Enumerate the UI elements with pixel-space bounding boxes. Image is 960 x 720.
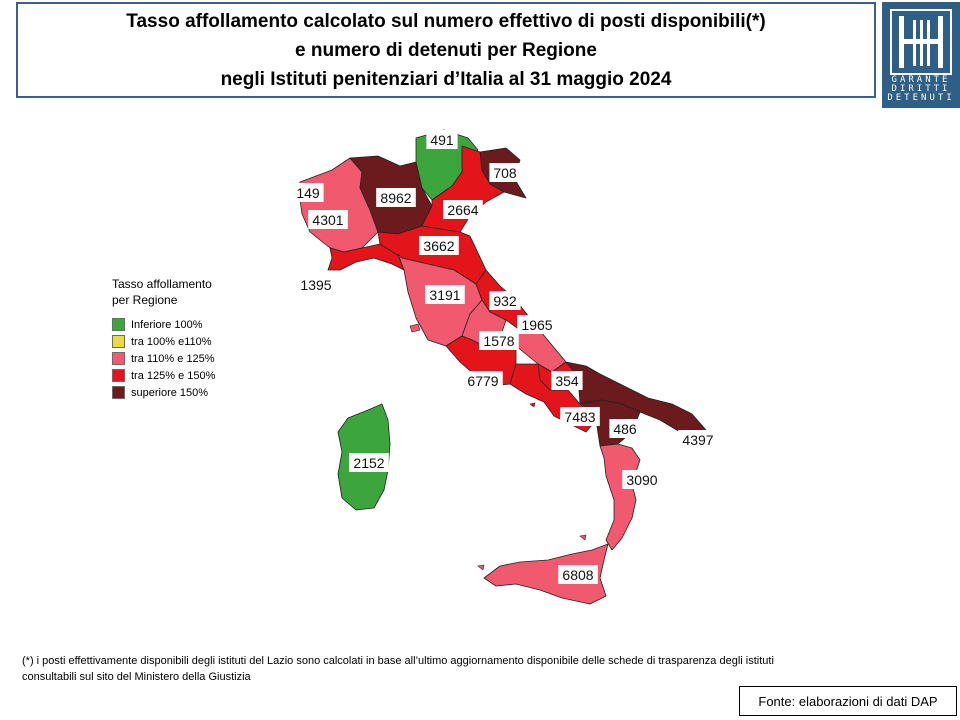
island-elba [409,323,421,333]
region-value-label-bg [489,291,521,310]
region-value-label: 6779 [467,373,498,389]
region-value-label-bg [376,188,416,207]
title-box: Tasso affollamento calcolato sul numero … [16,2,876,98]
region-value-label-bg [609,419,641,438]
footnote-line-2: consultabili sul sito del Ministero dell… [22,671,251,683]
region-value-label: 3191 [429,287,460,303]
region-value-label-bg [558,565,598,584]
region-value-label: 2152 [353,455,384,471]
region-value-label-bg [349,453,389,472]
region-value-label-bg [292,183,324,202]
region-value-label: 6808 [562,567,593,583]
title-line-1: Tasso affollamento calcolato sul numero … [126,10,766,32]
island-capri [529,402,536,408]
region-value-label-bg [296,275,336,294]
island-eolie [579,534,587,541]
region-calabria [599,443,641,551]
legend-title-line-2: per Regione [112,293,178,307]
region-value-label-bg [425,285,465,304]
logo-word-2: DIRITTI [891,84,951,94]
region-value-label-bg [622,470,662,489]
garante-logo: GARANTE DIRITTI DETENUTI [882,2,960,108]
region-value-label-bg [489,163,521,182]
region-value-labels: 149 4301 1395 8962 491 708 2664 3662 3191 932 1578… [292,130,718,584]
region-value-label: 2664 [447,202,478,218]
region-value-label-bg [479,331,519,350]
legend-title-line-1: Tasso affollamento [112,277,212,291]
legend-swatch [112,318,125,331]
legend-item: tra 110% e 125% [112,350,252,367]
legend-item: Inferiore 100% [112,316,252,333]
region-value-label: 4397 [682,432,713,448]
region-value-label: 3090 [626,472,657,488]
region-value-label-bg [419,236,459,255]
region-value-label-bg [560,407,600,426]
region-value-label-bg [463,371,503,390]
region-value-label-bg [517,315,557,334]
legend-swatch [112,369,125,382]
legend-label: tra 110% e 125% [131,352,215,365]
legend-item: superiore 150% [112,384,252,401]
region-value-label: 7483 [564,409,595,425]
region-value-label: 491 [430,132,454,148]
region-value-label-bg [308,210,348,229]
logo-emblem-icon [890,9,952,75]
region-value-label: 4301 [312,212,343,228]
region-value-label: 486 [613,421,637,437]
region-value-label-bg [551,371,583,390]
legend-label: Inferiore 100% [131,318,203,331]
region-value-label-bg [678,430,718,449]
region-value-label: 1578 [483,333,514,349]
source-box: Fonte: elaborazioni di dati DAP [739,686,957,716]
legend-swatch [112,386,125,399]
title-line-2: e numero di detenuti per Regione [295,39,597,61]
region-value-label: 354 [555,373,579,389]
region-value-label: 1965 [521,317,552,333]
legend-label: tra 125% e 150% [131,369,216,382]
logo-word-1: GARANTE [891,75,951,85]
region-value-label: 3662 [423,238,454,254]
region-value-label: 149 [296,185,320,201]
legend-title: Tasso affollamento per Regione [112,276,252,308]
logo-word-3: DETENUTI [887,93,955,103]
legend-swatch [112,352,125,365]
legend-item: tra 100% e110% [112,333,252,350]
region-value-label: 1395 [300,277,331,293]
region-value-label-bg [443,200,483,219]
region-sicilia [483,543,609,605]
region-value-label: 8962 [380,190,411,206]
island-egadi [477,564,485,571]
region-value-label: 932 [493,293,517,309]
footnote-line-1: (*) i posti effettivamente disponibili d… [22,655,774,667]
region-value-label-bg [426,130,458,149]
legend: Tasso affollamento per Regione Inferiore… [112,276,252,401]
legend-label: tra 100% e110% [131,335,212,348]
title-line-3: negli Istituti penitenziari d’Italia al … [220,68,672,90]
footnote: (*) i posti effettivamente disponibili d… [22,653,922,685]
region-liguria [327,243,405,271]
legend-label: superiore 150% [131,386,209,399]
region-value-label: 708 [493,165,517,181]
legend-swatch [112,335,125,348]
legend-item: tra 125% e 150% [112,367,252,384]
